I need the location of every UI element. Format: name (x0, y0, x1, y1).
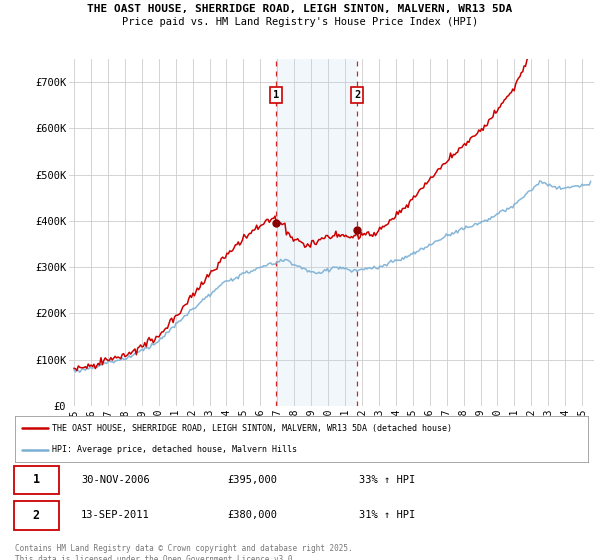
Text: THE OAST HOUSE, SHERRIDGE ROAD, LEIGH SINTON, MALVERN, WR13 5DA: THE OAST HOUSE, SHERRIDGE ROAD, LEIGH SI… (88, 4, 512, 15)
Text: £395,000: £395,000 (227, 475, 277, 485)
Text: 31% ↑ HPI: 31% ↑ HPI (359, 510, 415, 520)
FancyBboxPatch shape (14, 466, 59, 494)
Text: 30-NOV-2006: 30-NOV-2006 (81, 475, 149, 485)
FancyBboxPatch shape (14, 501, 59, 530)
Text: 1: 1 (32, 473, 40, 486)
Text: 33% ↑ HPI: 33% ↑ HPI (359, 475, 415, 485)
Text: HPI: Average price, detached house, Malvern Hills: HPI: Average price, detached house, Malv… (52, 445, 297, 454)
Text: 2: 2 (354, 90, 360, 100)
Text: THE OAST HOUSE, SHERRIDGE ROAD, LEIGH SINTON, MALVERN, WR13 5DA (detached house): THE OAST HOUSE, SHERRIDGE ROAD, LEIGH SI… (52, 424, 452, 433)
Text: Price paid vs. HM Land Registry's House Price Index (HPI): Price paid vs. HM Land Registry's House … (122, 17, 478, 27)
Bar (276, 59, 357, 406)
Text: 1: 1 (273, 90, 279, 100)
Text: Contains HM Land Registry data © Crown copyright and database right 2025.
This d: Contains HM Land Registry data © Crown c… (15, 544, 353, 560)
Text: £380,000: £380,000 (227, 510, 277, 520)
Text: 2: 2 (32, 508, 40, 522)
Text: 13-SEP-2011: 13-SEP-2011 (81, 510, 149, 520)
